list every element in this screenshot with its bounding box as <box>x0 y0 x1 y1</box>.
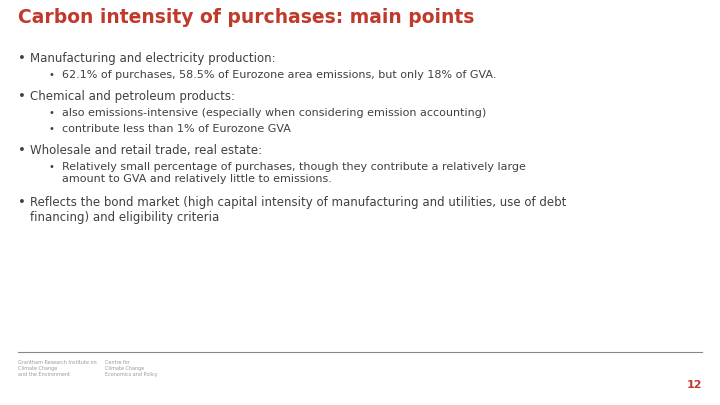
Text: Relatively small percentage of purchases, though they contribute a relatively la: Relatively small percentage of purchases… <box>62 162 526 183</box>
Text: contribute less than 1% of Eurozone GVA: contribute less than 1% of Eurozone GVA <box>62 124 291 134</box>
Text: also emissions-intensive (especially when considering emission accounting): also emissions-intensive (especially whe… <box>62 108 486 118</box>
Text: •: • <box>18 196 26 209</box>
Text: •: • <box>18 52 26 65</box>
Text: Manufacturing and electricity production:: Manufacturing and electricity production… <box>30 52 276 65</box>
Text: •: • <box>18 144 26 157</box>
Text: •: • <box>48 70 54 80</box>
Text: Centre for
Climate Change
Economics and Policy: Centre for Climate Change Economics and … <box>105 360 158 377</box>
Text: •: • <box>48 108 54 118</box>
Text: •: • <box>18 90 26 103</box>
Text: •: • <box>48 124 54 134</box>
Text: 12: 12 <box>686 380 702 390</box>
Text: Reflects the bond market (high capital intensity of manufacturing and utilities,: Reflects the bond market (high capital i… <box>30 196 567 224</box>
Text: 62.1% of purchases, 58.5% of Eurozone area emissions, but only 18% of GVA.: 62.1% of purchases, 58.5% of Eurozone ar… <box>62 70 496 80</box>
Text: Chemical and petroleum products:: Chemical and petroleum products: <box>30 90 235 103</box>
Text: Grantham Research Institute on
Climate Change
and the Environment: Grantham Research Institute on Climate C… <box>18 360 96 377</box>
Text: Wholesale and retail trade, real estate:: Wholesale and retail trade, real estate: <box>30 144 262 157</box>
Text: Carbon intensity of purchases: main points: Carbon intensity of purchases: main poin… <box>18 8 474 27</box>
Text: •: • <box>48 162 54 172</box>
